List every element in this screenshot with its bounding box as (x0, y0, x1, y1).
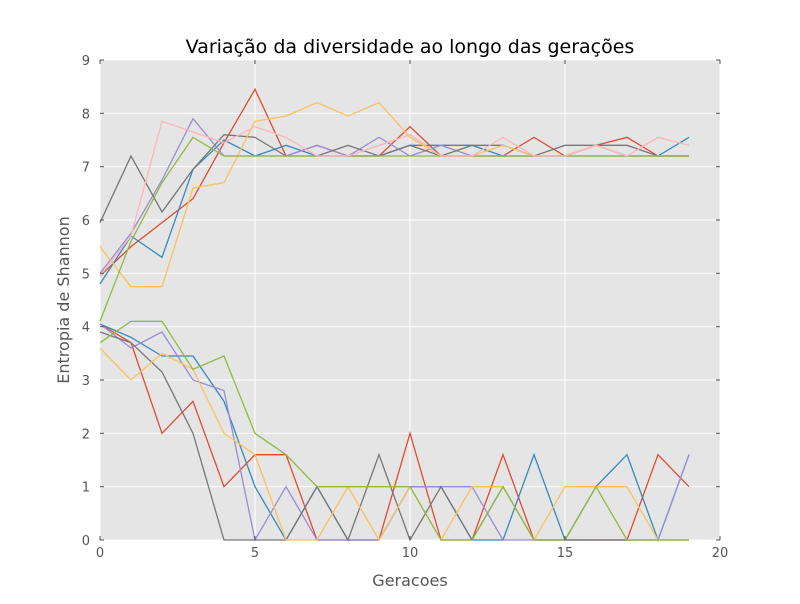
y-tick-label: 1 (82, 481, 90, 496)
x-tick-label: 20 (712, 546, 729, 561)
y-tick-label: 4 (82, 321, 90, 336)
x-tick-label: 0 (96, 546, 104, 561)
tick-marks (99, 59, 721, 541)
y-tick-label: 9 (82, 54, 90, 69)
series-line-6 (99, 136, 689, 322)
x-tick-label: 10 (402, 546, 419, 561)
y-tick-labels: 0 1 2 3 4 5 6 7 8 9 (82, 54, 90, 549)
y-tick-label: 8 (82, 107, 90, 122)
y-tick-label: 0 (82, 534, 90, 549)
x-tick-labels: 0 5 10 15 20 (96, 546, 728, 561)
y-tick-label: 2 (82, 427, 90, 442)
chart-title: Variação da diversidade ao longo das ger… (186, 36, 635, 58)
series-line-13 (99, 320, 689, 541)
series-line-12 (99, 347, 689, 542)
x-axis-title: Geracoes (372, 571, 447, 590)
y-tick-label: 5 (82, 267, 90, 282)
y-tick-label: 6 (82, 214, 90, 229)
y-axis-title: Entropia de Shannon (54, 216, 73, 383)
y-tick-label: 3 (82, 374, 90, 389)
series-group (99, 87, 690, 542)
series-line-4 (99, 133, 689, 223)
series-line-7 (99, 120, 690, 277)
x-tick-label: 15 (557, 546, 574, 561)
y-tick-label: 7 (82, 161, 90, 176)
series-line-11 (99, 331, 689, 542)
x-tick-label: 5 (251, 546, 259, 561)
